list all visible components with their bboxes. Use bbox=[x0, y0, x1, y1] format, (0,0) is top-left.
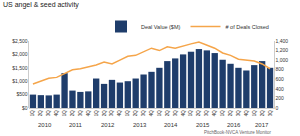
svg-text:2012: 2012 bbox=[101, 122, 115, 128]
svg-text:1Q: 1Q bbox=[62, 110, 67, 117]
svg-text:$2,500: $2,500 bbox=[12, 38, 28, 44]
svg-text:$2,000: $2,000 bbox=[12, 51, 28, 57]
svg-text:2Q: 2Q bbox=[228, 110, 233, 117]
svg-text:4Q: 4Q bbox=[54, 110, 59, 117]
svg-text:1,000: 1,000 bbox=[276, 57, 289, 63]
svg-text:PitchBook-NVCA Venture Monitor: PitchBook-NVCA Venture Monitor bbox=[204, 130, 272, 135]
svg-text:1,400: 1,400 bbox=[276, 38, 289, 44]
svg-text:1Q: 1Q bbox=[30, 110, 35, 117]
svg-text:800: 800 bbox=[276, 66, 285, 72]
svg-text:2011: 2011 bbox=[69, 122, 83, 128]
svg-text:2017: 2017 bbox=[255, 122, 269, 128]
svg-text:1Q: 1Q bbox=[157, 110, 162, 117]
svg-text:2014: 2014 bbox=[164, 122, 178, 128]
svg-text:$1,500: $1,500 bbox=[12, 65, 28, 71]
svg-text:3Q: 3Q bbox=[78, 110, 83, 117]
svg-text:4Q: 4Q bbox=[244, 110, 249, 117]
svg-text:2Q: 2Q bbox=[260, 110, 265, 117]
svg-text:# of Deals Closed: # of Deals Closed bbox=[225, 24, 268, 30]
svg-text:$1,000: $1,000 bbox=[12, 78, 28, 84]
svg-text:4Q: 4Q bbox=[181, 110, 186, 117]
svg-text:1Q: 1Q bbox=[220, 110, 225, 117]
svg-text:2015: 2015 bbox=[196, 122, 210, 128]
svg-text:1Q: 1Q bbox=[125, 110, 130, 117]
svg-text:3Q: 3Q bbox=[204, 110, 209, 117]
svg-text:2013: 2013 bbox=[133, 122, 147, 128]
svg-text:4Q: 4Q bbox=[149, 110, 154, 117]
svg-text:2Q: 2Q bbox=[102, 110, 107, 117]
svg-text:3Q: 3Q bbox=[236, 110, 241, 117]
svg-text:400: 400 bbox=[276, 86, 285, 92]
svg-text:4Q: 4Q bbox=[212, 110, 217, 117]
svg-text:2Q: 2Q bbox=[38, 110, 43, 117]
svg-text:2Q: 2Q bbox=[165, 110, 170, 117]
svg-text:2Q: 2Q bbox=[70, 110, 75, 117]
svg-text:0: 0 bbox=[276, 105, 279, 111]
svg-text:200: 200 bbox=[276, 95, 285, 101]
svg-text:3Q: 3Q bbox=[46, 110, 51, 117]
svg-text:4Q: 4Q bbox=[117, 110, 122, 117]
svg-text:$0: $0 bbox=[22, 105, 28, 111]
svg-text:Deal Value ($M): Deal Value ($M) bbox=[141, 24, 180, 30]
svg-text:$500: $500 bbox=[16, 91, 27, 97]
svg-text:3Q: 3Q bbox=[268, 110, 273, 117]
svg-text:4Q: 4Q bbox=[86, 110, 91, 117]
svg-text:600: 600 bbox=[276, 76, 285, 82]
svg-text:1Q: 1Q bbox=[252, 110, 257, 117]
svg-text:3Q: 3Q bbox=[141, 110, 146, 117]
svg-text:2016: 2016 bbox=[227, 122, 241, 128]
svg-text:US angel & seed activity: US angel & seed activity bbox=[3, 1, 79, 9]
svg-text:1,200: 1,200 bbox=[276, 47, 289, 53]
svg-text:2010: 2010 bbox=[38, 122, 52, 128]
svg-text:2Q: 2Q bbox=[133, 110, 138, 117]
svg-text:3Q: 3Q bbox=[109, 110, 114, 117]
svg-text:1Q: 1Q bbox=[94, 110, 99, 117]
svg-text:3Q: 3Q bbox=[173, 110, 178, 117]
svg-text:1Q: 1Q bbox=[188, 110, 193, 117]
svg-text:2Q: 2Q bbox=[196, 110, 201, 117]
